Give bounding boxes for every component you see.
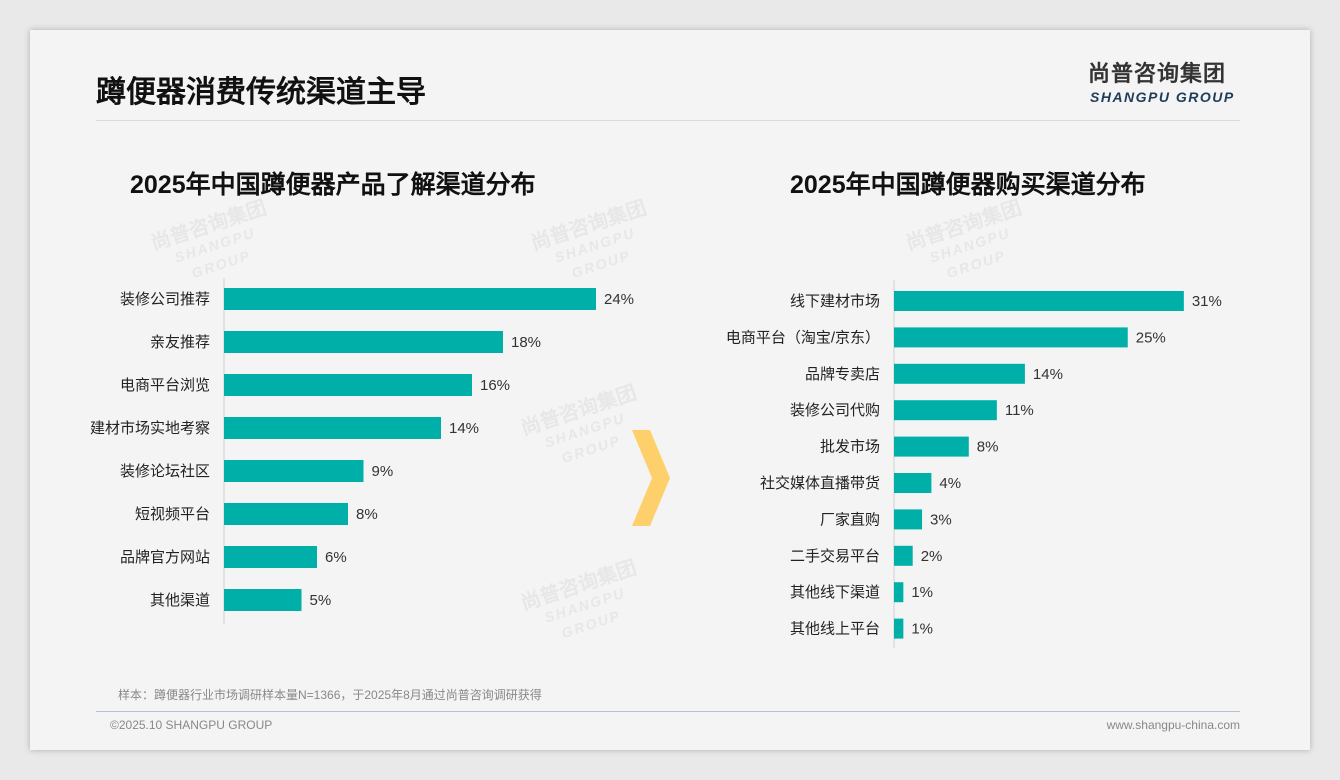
value-label: 16% — [480, 377, 510, 394]
category-label: 社交媒体直播带货 — [760, 474, 880, 492]
page-title: 蹲便器消费传统渠道主导 — [96, 76, 426, 109]
category-label: 电商平台浏览 — [120, 377, 210, 394]
chart-title-right: 2025年中国蹲便器购买渠道分布 — [790, 171, 1146, 199]
bar — [224, 503, 348, 525]
category-label: 建材市场实地考察 — [90, 419, 210, 437]
bar — [894, 473, 932, 493]
value-label: 1% — [911, 621, 933, 638]
category-label: 其他渠道 — [150, 592, 210, 609]
logo-cn: 尚普咨询集团 — [1088, 61, 1227, 86]
value-label: 24% — [604, 291, 634, 308]
value-label: 11% — [1005, 402, 1034, 419]
category-label: 线下建材市场 — [790, 293, 880, 310]
value-label: 9% — [372, 463, 394, 480]
value-label: 5% — [310, 592, 332, 609]
copyright: ©2025.10 SHANGPU GROUP — [110, 718, 273, 732]
arrow-icon — [632, 430, 670, 526]
value-label: 3% — [930, 511, 952, 528]
category-label: 品牌专卖店 — [805, 366, 880, 383]
category-label: 短视频平台 — [135, 506, 210, 523]
bar — [894, 291, 1184, 311]
bar — [224, 546, 317, 568]
bar — [894, 363, 1025, 384]
value-label: 14% — [1033, 366, 1063, 383]
category-label: 装修公司代购 — [790, 402, 880, 419]
category-label: 二手交易平台 — [790, 547, 880, 565]
value-label: 18% — [511, 334, 541, 351]
sample-note: 样本：蹲便器行业市场调研样本量N=1366，于2025年8月通过尚普咨询调研获得 — [118, 688, 542, 702]
bar — [894, 618, 904, 639]
bar — [894, 545, 913, 566]
category-label: 其他线上平台 — [790, 621, 880, 638]
bar — [894, 436, 969, 457]
value-label: 2% — [921, 548, 943, 565]
value-label: 31% — [1192, 293, 1222, 310]
category-label: 品牌官方网站 — [120, 549, 210, 566]
category-label: 装修论坛社区 — [120, 463, 210, 480]
value-label: 8% — [356, 506, 378, 523]
value-label: 14% — [449, 420, 479, 437]
bar — [224, 417, 441, 439]
value-label: 4% — [939, 475, 961, 492]
bar — [224, 331, 503, 353]
bar — [894, 327, 1128, 348]
value-label: 1% — [911, 584, 933, 601]
logo-en: SHANGPU GROUP — [1090, 89, 1235, 105]
category-label: 装修公司推荐 — [120, 291, 210, 308]
bar — [224, 288, 596, 310]
category-label: 电商平台（淘宝/京东） — [726, 329, 880, 346]
bar — [894, 400, 997, 421]
divider — [96, 120, 1240, 121]
bar — [894, 509, 923, 530]
category-label: 厂家直购 — [820, 511, 880, 528]
category-label: 其他线下渠道 — [790, 584, 880, 601]
bar — [224, 460, 364, 482]
value-label: 8% — [977, 439, 999, 456]
footer-divider — [96, 711, 1240, 712]
value-label: 25% — [1136, 329, 1166, 346]
value-label: 6% — [325, 549, 347, 566]
slide: 蹲便器消费传统渠道主导 尚普咨询集团 SHANGPU GROUP 尚普咨询集团 S… — [30, 30, 1310, 750]
bar — [224, 374, 472, 396]
chart-title-left: 2025年中国蹲便器产品了解渠道分布 — [130, 171, 536, 199]
category-label: 亲友推荐 — [150, 334, 210, 351]
category-label: 批发市场 — [820, 439, 880, 456]
bar — [894, 582, 904, 603]
website-url: www.shangpu-china.com — [1106, 718, 1240, 732]
bar — [224, 589, 302, 611]
charts: 装修公司推荐 24% 亲友推荐 18% 电商平台浏览 16% 建材市场实地考察 14% 装修论坛… — [90, 278, 1222, 648]
